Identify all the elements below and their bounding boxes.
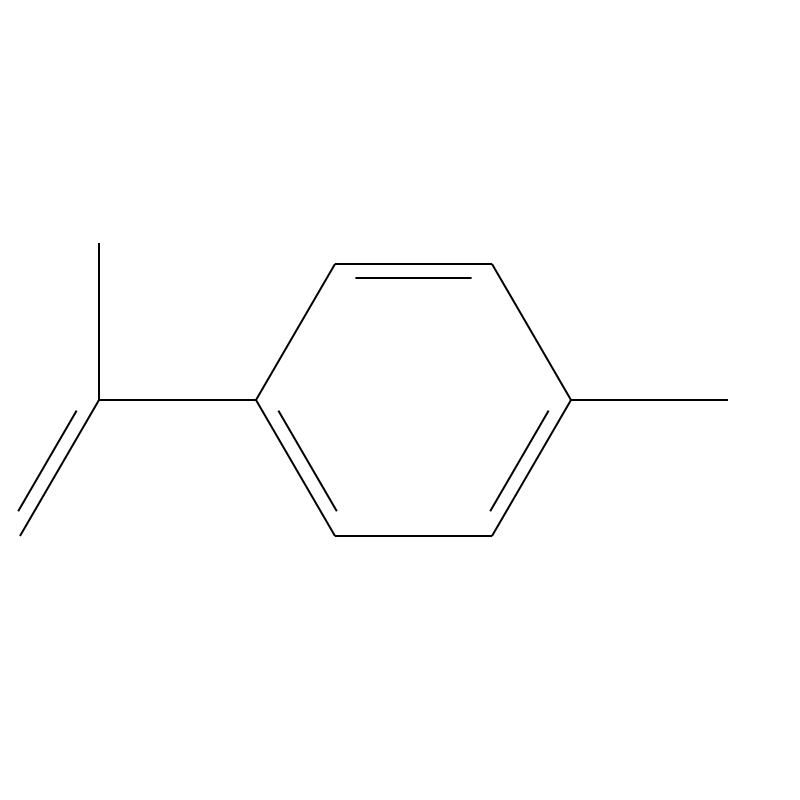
bond-iso-ch2-double-inner xyxy=(18,411,76,512)
bond-ring-r3-r4 xyxy=(492,264,571,400)
bond-ring-r1-r2 xyxy=(256,264,335,400)
bond-ring-r6-r1 xyxy=(256,400,335,536)
bond-ring-r4-r5-inner xyxy=(490,411,548,512)
bond-ring-r6-r1-inner xyxy=(278,411,336,512)
bond-iso-ch2-double xyxy=(20,400,99,536)
molecule-canvas xyxy=(0,0,800,800)
bond-ring-r4-r5 xyxy=(492,400,571,536)
